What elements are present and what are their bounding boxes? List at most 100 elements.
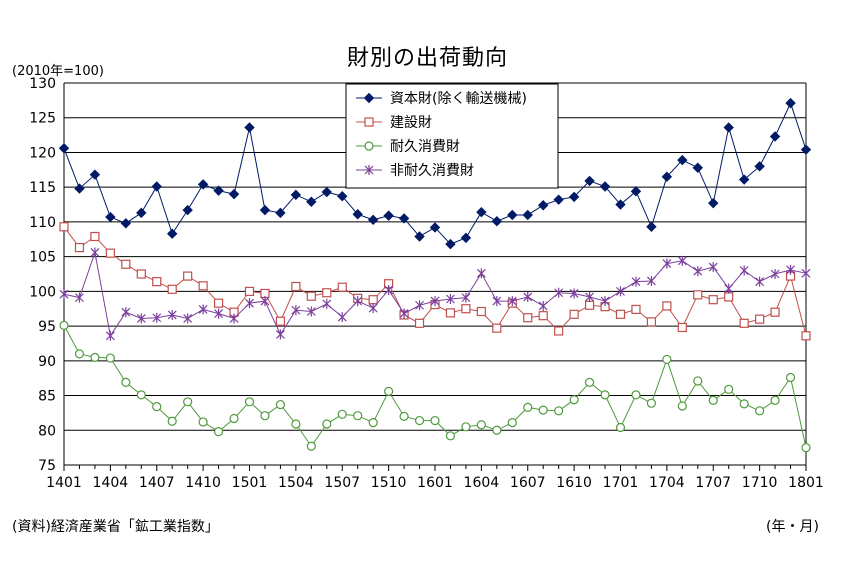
data-point xyxy=(120,218,132,229)
data-point xyxy=(646,275,656,286)
data-point xyxy=(616,286,625,297)
data-point xyxy=(368,303,378,314)
data-point xyxy=(584,300,595,310)
data-point xyxy=(136,390,146,400)
data-point xyxy=(569,395,579,405)
data-point xyxy=(801,331,811,341)
data-point xyxy=(460,232,472,244)
data-point xyxy=(523,313,533,323)
data-point xyxy=(214,308,224,319)
data-point xyxy=(337,282,347,292)
data-point xyxy=(523,291,533,302)
data-point xyxy=(260,296,270,307)
data-point xyxy=(337,191,348,202)
data-point xyxy=(662,301,672,311)
data-point xyxy=(229,413,239,424)
y-tick-label: 120 xyxy=(29,145,56,161)
x-tick-label: 1404 xyxy=(93,475,129,491)
data-point xyxy=(445,238,456,250)
data-point xyxy=(755,406,765,416)
y-tick-label: 115 xyxy=(29,180,56,196)
data-point xyxy=(646,221,657,232)
data-point xyxy=(785,372,796,383)
data-point xyxy=(383,210,394,221)
x-tick-label: 1410 xyxy=(185,475,221,491)
data-point xyxy=(399,411,409,421)
data-point xyxy=(213,298,224,308)
data-point xyxy=(754,161,765,172)
data-point xyxy=(74,349,85,359)
data-point xyxy=(429,222,441,233)
data-point xyxy=(708,395,718,406)
data-point xyxy=(631,390,641,400)
y-tick-label: 95 xyxy=(38,319,56,335)
series-layer xyxy=(58,97,812,453)
data-point xyxy=(770,269,780,279)
data-point xyxy=(800,144,812,155)
data-point xyxy=(291,281,301,292)
data-point xyxy=(59,289,69,300)
data-point xyxy=(74,243,85,253)
data-point xyxy=(461,292,471,303)
data-point xyxy=(414,415,425,426)
x-tick-label: 1507 xyxy=(324,475,360,491)
data-point xyxy=(724,283,734,294)
data-point xyxy=(384,386,394,396)
data-point xyxy=(59,222,69,232)
data-point xyxy=(105,353,115,363)
data-point xyxy=(368,418,378,428)
legend-label: 資本財(除く輸送機械) xyxy=(390,91,527,107)
y-tick-label: 90 xyxy=(38,354,56,370)
x-tick-label: 1407 xyxy=(139,475,175,491)
data-point xyxy=(321,186,332,198)
data-point xyxy=(507,296,517,307)
data-point xyxy=(646,317,657,327)
data-point xyxy=(631,304,641,315)
data-point xyxy=(136,313,146,324)
data-point xyxy=(769,131,781,142)
legend-label: 非耐久消費財 xyxy=(390,163,474,179)
data-point xyxy=(492,296,502,307)
data-point xyxy=(90,352,100,362)
data-point xyxy=(677,255,687,266)
data-point xyxy=(198,417,208,427)
data-point xyxy=(662,354,672,365)
data-point xyxy=(275,399,286,410)
data-point xyxy=(291,419,301,429)
data-point xyxy=(445,431,456,441)
data-point xyxy=(599,181,611,192)
x-tick-label: 1607 xyxy=(510,475,546,491)
data-point xyxy=(538,311,548,321)
data-point xyxy=(415,300,424,311)
data-point xyxy=(75,292,84,303)
series-1 xyxy=(59,222,811,341)
y-axis-unit-label: (2010年=100) xyxy=(12,64,104,79)
data-point xyxy=(152,277,162,287)
data-point xyxy=(167,416,177,426)
data-point xyxy=(105,330,115,341)
data-point xyxy=(755,276,765,287)
data-point xyxy=(801,268,811,279)
y-tick-label: 105 xyxy=(29,250,56,266)
data-point xyxy=(322,298,332,309)
data-point xyxy=(290,189,302,201)
data-point xyxy=(244,122,255,133)
data-point xyxy=(677,322,687,333)
legend-marker xyxy=(364,141,374,151)
data-point xyxy=(693,290,703,300)
y-tick-label: 80 xyxy=(38,423,56,439)
data-point xyxy=(213,185,224,196)
data-point xyxy=(708,262,718,273)
data-point xyxy=(291,305,301,316)
x-tick-label: 1604 xyxy=(464,475,500,491)
legend-entry: 建設財 xyxy=(356,115,432,131)
series-line-2 xyxy=(63,325,807,448)
data-point xyxy=(554,406,564,416)
data-point xyxy=(554,287,564,298)
data-point xyxy=(738,174,750,185)
legend-entry: 非耐久消費財 xyxy=(356,163,474,179)
x-tick-label: 1710 xyxy=(742,475,778,491)
data-point xyxy=(522,209,533,221)
y-tick-label: 110 xyxy=(29,215,56,231)
data-point xyxy=(89,169,101,180)
